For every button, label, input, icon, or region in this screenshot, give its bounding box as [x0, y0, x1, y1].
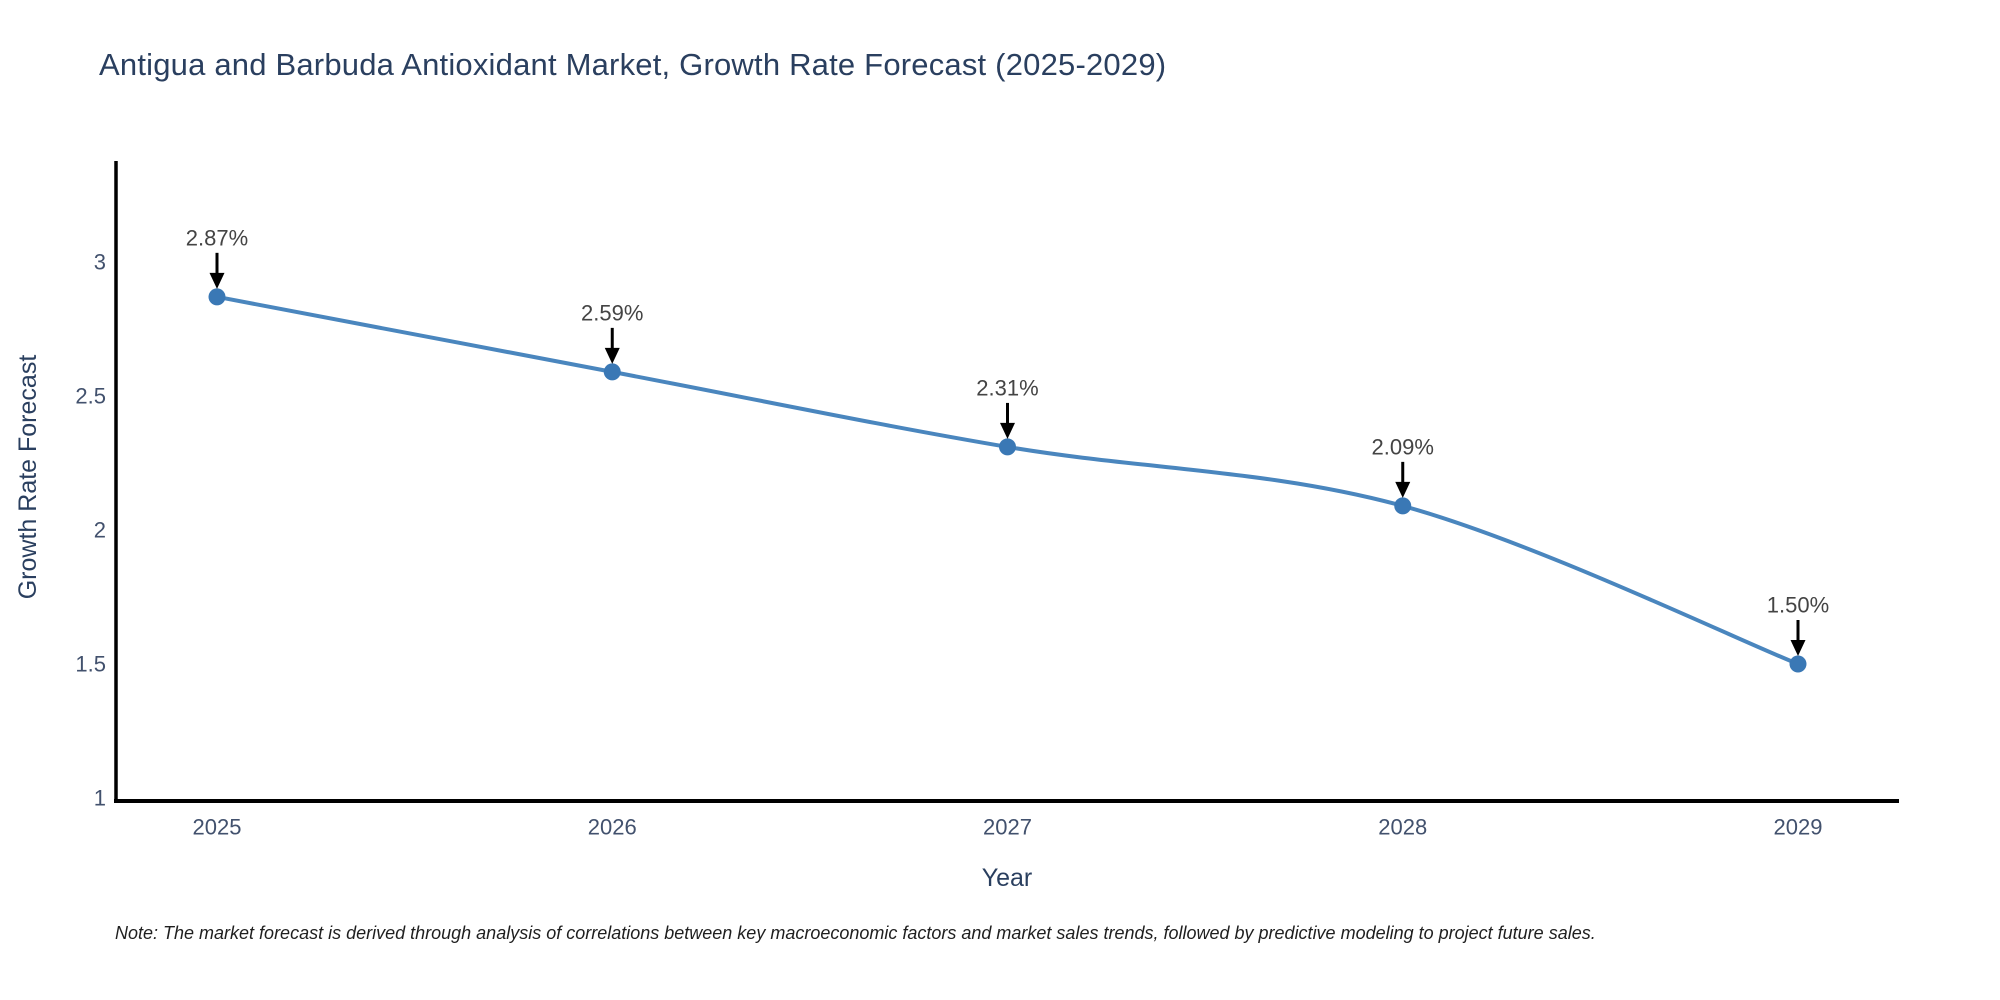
x-tick-label: 2027 [983, 815, 1032, 840]
x-tick-label: 2026 [588, 815, 637, 840]
chart-title: Antigua and Barbuda Antioxidant Market, … [99, 47, 1167, 82]
x-tick-label: 2025 [193, 815, 242, 840]
annotation-arrow-head [1395, 481, 1411, 498]
annotation-arrow-head [209, 272, 225, 289]
data-point-label: 2.87% [186, 225, 248, 250]
y-tick-label: 1 [94, 786, 106, 811]
data-point-label: 2.31% [976, 375, 1038, 400]
data-point-2025 [208, 288, 226, 306]
footnote: Note: The market forecast is derived thr… [115, 923, 1596, 943]
y-tick-label: 2.5 [75, 384, 106, 409]
forecast-line [215, 294, 1800, 666]
y-tick-label: 1.5 [75, 652, 106, 677]
y-axis-title: Growth Rate Forecast [14, 355, 42, 600]
data-point-2027 [999, 438, 1016, 456]
y-tick-label: 2 [94, 518, 106, 543]
annotation-arrow-head [604, 347, 620, 364]
y-tick-label: 3 [94, 250, 106, 275]
x-tick-label: 2028 [1378, 815, 1427, 840]
annotation-arrow-head [1000, 422, 1015, 439]
data-point-2026 [603, 363, 621, 381]
data-point-label: 2.59% [581, 300, 643, 325]
annotation-arrow-head [1790, 640, 1806, 656]
x-tick-label: 2029 [1774, 815, 1823, 840]
data-point-2028 [1394, 497, 1412, 515]
data-point-2029 [1789, 655, 1807, 673]
data-point-label: 1.50% [1767, 593, 1829, 618]
x-axis-title: Year [982, 864, 1033, 892]
data-point-label: 2.09% [1372, 434, 1434, 459]
